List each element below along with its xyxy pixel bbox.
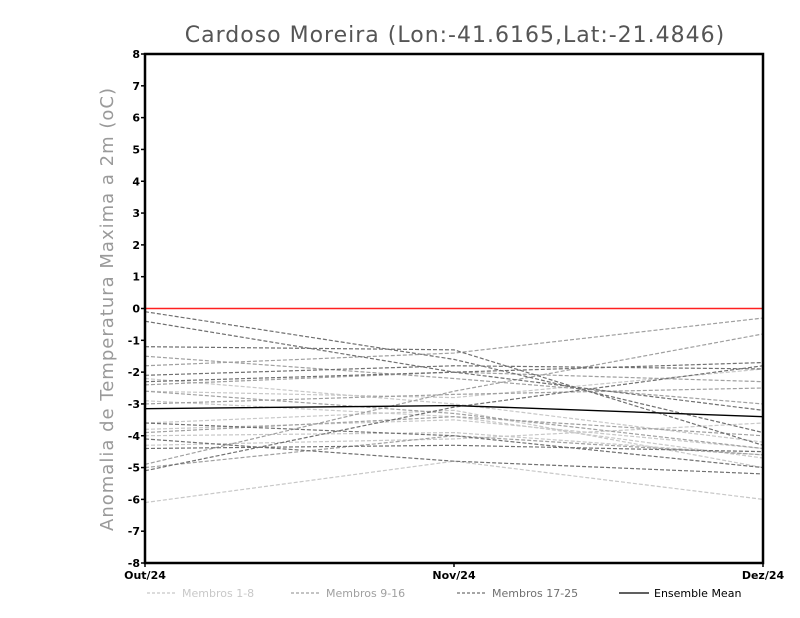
series-1-line-6: [144, 422, 764, 446]
y-tick-label: -6: [128, 493, 141, 506]
plot-area: [144, 307, 764, 504]
series-1-line-4: [144, 419, 764, 450]
series-4: [144, 404, 764, 418]
y-tick-label: 4: [132, 175, 140, 188]
y-tick-label: 7: [132, 80, 140, 93]
y-tick-label: 5: [132, 143, 140, 156]
y-tick-label: 2: [132, 239, 140, 252]
series-4-line-1: [144, 404, 764, 418]
series-2-line-7: [144, 435, 764, 469]
series-3-line-8: [144, 365, 764, 472]
y-tick-label: 3: [132, 207, 140, 220]
y-tick-label: 6: [132, 112, 140, 125]
legend-label-3: Membros 17-25: [492, 587, 578, 600]
series-1-line-1: [144, 460, 764, 504]
series-3-line-1: [144, 311, 764, 434]
y-tick-label: 8: [132, 48, 140, 61]
series-2-line-5: [144, 390, 764, 450]
series-3-line-6: [144, 422, 764, 469]
y-axis-label: Anomalia de Temperatura Maxima a 2m (oC): [97, 87, 118, 531]
x-tick-label: Dez/24: [742, 569, 785, 582]
series-1-line-2: [144, 431, 764, 456]
y-tick-label: 1: [132, 271, 140, 284]
y-tick-label: -7: [128, 525, 140, 538]
legend-label-2: Membros 9-16: [326, 587, 405, 600]
y-tick-label: -1: [128, 334, 140, 347]
series-2-line-3: [144, 333, 764, 465]
legend: Membros 1-8 Membros 9-16 Membros 17-25 Ense…: [147, 587, 741, 600]
series-1-line-5: [144, 377, 764, 443]
series-3-line-9: [144, 438, 764, 475]
chart-title: Cardoso Moreira (Lon:-41.6165,Lat:-21.48…: [185, 23, 725, 48]
y-tick-label: 0: [132, 303, 140, 316]
legend-label-4: Ensemble Mean: [654, 587, 741, 600]
y-tick-label: -3: [128, 398, 140, 411]
series-2-line-6: [144, 355, 764, 405]
legend-label-1: Membros 1-8: [182, 587, 254, 600]
series-3-line-7: [144, 444, 764, 453]
series-2-line-1: [144, 317, 764, 367]
series-1-line-3: [144, 368, 764, 399]
y-tick-label: -4: [128, 430, 141, 443]
x-tick-label: Nov/24: [432, 569, 476, 582]
series-2-line-8: [144, 387, 764, 405]
y-tick-label: -8: [128, 557, 140, 570]
y-tick-label: -2: [128, 366, 140, 379]
series-3-line-5: [144, 361, 764, 383]
y-tick-label: -5: [128, 462, 140, 475]
x-tick-label: Out/24: [124, 569, 166, 582]
series-3-line-4: [144, 365, 764, 376]
